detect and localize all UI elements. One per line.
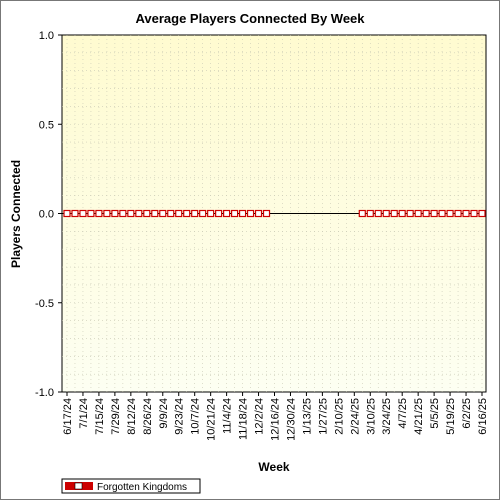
x-tick-label: 10/21/24 xyxy=(206,398,218,441)
x-axis-label: Week xyxy=(258,460,289,474)
x-tick-label: 2/24/25 xyxy=(349,398,361,435)
data-point xyxy=(223,209,231,218)
data-point xyxy=(246,209,255,218)
x-tick-label: 1/13/25 xyxy=(301,398,313,435)
data-point xyxy=(207,209,215,218)
data-point xyxy=(422,209,430,218)
data-point xyxy=(254,209,263,218)
data-point xyxy=(159,209,167,218)
x-tick-label: 6/2/25 xyxy=(461,398,473,429)
data-point xyxy=(446,209,454,218)
grid-lines xyxy=(62,35,486,392)
x-tick-label: 5/19/25 xyxy=(445,398,457,435)
x-tick-label: 9/23/24 xyxy=(174,398,186,435)
data-point xyxy=(191,209,199,218)
x-tick-label: 12/30/24 xyxy=(285,398,297,441)
data-point xyxy=(215,209,223,218)
y-axis-label: Players Connected xyxy=(9,160,23,268)
x-tick-label: 3/24/25 xyxy=(381,398,393,435)
y-tick-label: 0.0 xyxy=(39,209,54,221)
x-tick-label: 6/16/25 xyxy=(477,398,489,435)
data-point xyxy=(135,209,143,218)
x-tick-label: 7/29/24 xyxy=(110,398,122,435)
y-axis: 1.0 0.5 0.0 -0.5 -1.0 xyxy=(35,30,62,399)
data-point xyxy=(414,209,422,218)
data-point xyxy=(111,209,119,218)
data-point xyxy=(119,209,127,218)
data-point xyxy=(382,209,390,218)
x-tick-label: 8/12/24 xyxy=(126,398,138,435)
x-tick-label: 1/27/25 xyxy=(317,398,329,435)
x-tick-label: 8/26/24 xyxy=(142,398,154,435)
x-axis: 6/17/24 7/1/24 7/15/24 7/29/24 8/12/24 8/26/2… xyxy=(62,392,489,441)
x-tick-label: 6/17/24 xyxy=(62,398,74,435)
data-point xyxy=(358,209,366,218)
data-point xyxy=(199,209,207,218)
legend-label: Forgotten Kingdoms xyxy=(97,482,187,493)
x-tick-label: 11/4/24 xyxy=(222,398,234,434)
data-point xyxy=(430,209,438,218)
series-forgotten-kingdoms xyxy=(62,209,486,218)
data-point xyxy=(438,209,446,218)
data-point xyxy=(262,209,271,218)
x-tick-label: 4/7/25 xyxy=(397,398,409,429)
chart-title: Average Players Connected By Week xyxy=(135,11,365,26)
data-point xyxy=(454,209,462,218)
x-tick-label: 9/9/24 xyxy=(158,398,170,429)
data-point xyxy=(79,209,87,218)
x-tick-label: 2/10/25 xyxy=(333,398,345,435)
legend-marker xyxy=(74,482,83,490)
data-point xyxy=(103,209,111,218)
data-point xyxy=(63,209,71,218)
x-tick-label: 3/10/25 xyxy=(365,398,377,435)
data-point xyxy=(374,209,382,218)
y-tick-label: 1.0 xyxy=(39,30,54,42)
data-point xyxy=(87,209,95,218)
data-point xyxy=(230,209,239,218)
data-point xyxy=(127,209,135,218)
x-tick-label: 11/18/24 xyxy=(238,398,250,440)
data-point xyxy=(167,209,175,218)
data-point xyxy=(238,209,247,218)
data-point xyxy=(71,209,79,218)
x-tick-label: 7/15/24 xyxy=(94,398,106,435)
data-point xyxy=(398,209,406,218)
x-tick-label: 5/5/25 xyxy=(429,398,441,429)
x-tick-label: 12/16/24 xyxy=(270,398,282,441)
data-point xyxy=(95,209,103,218)
x-tick-label: 7/1/24 xyxy=(78,398,90,429)
y-tick-label: -0.5 xyxy=(35,298,54,310)
data-point xyxy=(390,209,398,218)
data-point xyxy=(470,209,478,218)
data-point xyxy=(175,209,183,218)
legend: Forgotten Kingdoms xyxy=(61,478,201,494)
x-tick-label: 10/7/24 xyxy=(190,398,202,435)
y-tick-label: -1.0 xyxy=(35,387,54,399)
data-point xyxy=(462,209,470,218)
data-point xyxy=(366,209,374,218)
x-tick-label: 12/2/24 xyxy=(254,398,266,435)
data-point xyxy=(151,209,159,218)
data-point xyxy=(406,209,414,218)
x-tick-label: 4/21/25 xyxy=(413,398,425,435)
legend-box xyxy=(61,478,201,494)
y-tick-label: 0.5 xyxy=(39,119,54,131)
data-point xyxy=(143,209,151,218)
data-point xyxy=(478,209,486,218)
data-point xyxy=(183,209,191,218)
